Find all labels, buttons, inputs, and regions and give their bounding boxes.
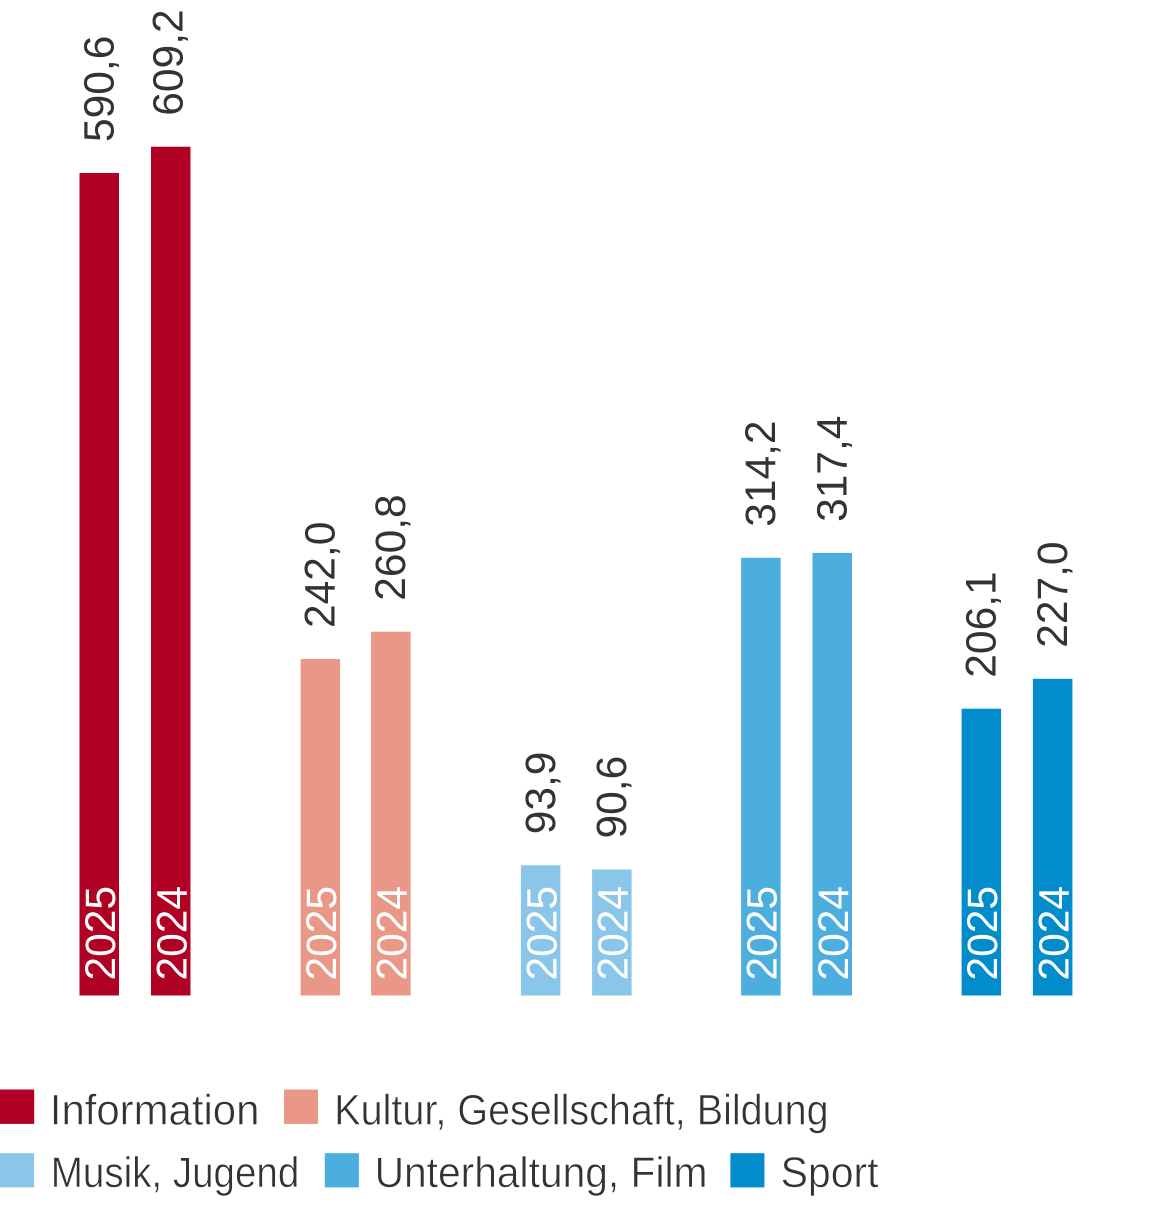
svg-text:242,0: 242,0: [298, 522, 345, 628]
svg-text:2024: 2024: [811, 886, 858, 981]
svg-text:314,2: 314,2: [738, 420, 785, 526]
svg-text:2024: 2024: [150, 886, 197, 981]
svg-text:260,8: 260,8: [368, 494, 415, 600]
svg-text:609,2: 609,2: [145, 9, 192, 115]
svg-text:Information: Information: [50, 1086, 260, 1134]
svg-text:2024: 2024: [1031, 886, 1078, 981]
svg-text:Unterhaltung, Film: Unterhaltung, Film: [375, 1149, 708, 1197]
svg-text:2025: 2025: [960, 886, 1007, 981]
svg-text:206,1: 206,1: [959, 571, 1006, 677]
svg-text:227,0: 227,0: [1030, 541, 1077, 647]
svg-text:2024: 2024: [370, 886, 417, 981]
svg-text:Sport: Sport: [781, 1149, 879, 1197]
svg-text:93,9: 93,9: [518, 752, 565, 835]
svg-text:317,4: 317,4: [809, 416, 856, 522]
svg-text:2025: 2025: [519, 886, 566, 981]
svg-text:590,6: 590,6: [76, 36, 123, 142]
svg-text:Kultur, Gesellschaft, Bildung: Kultur, Gesellschaft, Bildung: [334, 1086, 828, 1134]
svg-text:2025: 2025: [299, 886, 346, 981]
svg-text:Musik, Jugend: Musik, Jugend: [51, 1149, 299, 1197]
svg-text:2024: 2024: [591, 886, 638, 981]
svg-text:90,6: 90,6: [589, 756, 636, 839]
svg-text:2025: 2025: [740, 886, 787, 981]
svg-text:2025: 2025: [78, 886, 125, 981]
